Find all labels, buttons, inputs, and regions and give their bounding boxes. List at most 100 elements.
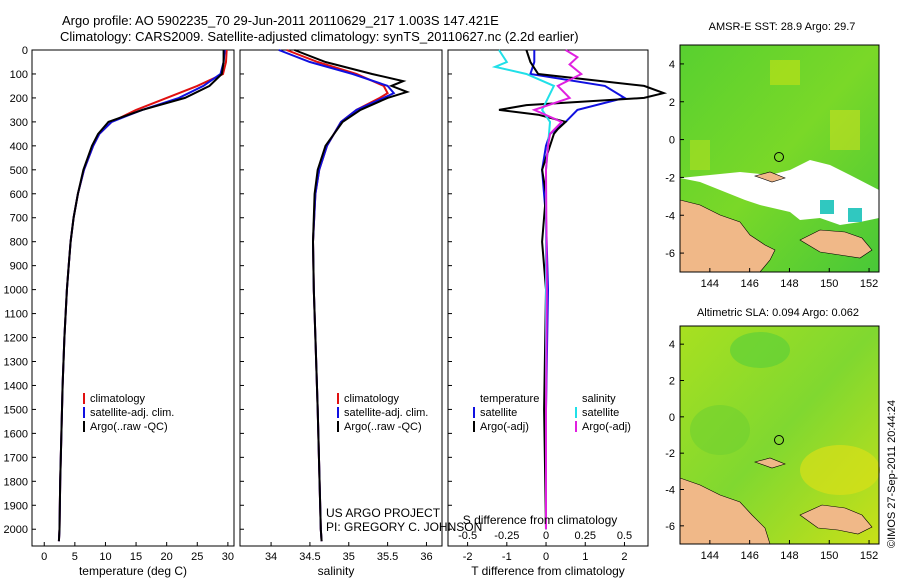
sla-high-patch — [800, 445, 880, 495]
map-y-tick-label: 4 — [669, 59, 675, 71]
sst-map — [679, 44, 880, 273]
map-x-tick-label: 150 — [820, 550, 838, 562]
salinity-legend: climatology satellite-adj. clim. Argo(..… — [337, 393, 428, 433]
map-y-tick-label: -4 — [665, 485, 675, 497]
map-x-tick-label: 148 — [780, 550, 798, 562]
difference-y-ticks — [448, 49, 452, 530]
x-tick-label: 0 — [543, 551, 549, 563]
depth-tick-label: 100 — [10, 69, 28, 81]
sla-map — [679, 325, 880, 545]
depth-tick-label: 1600 — [4, 428, 28, 440]
depth-tick-label: 400 — [10, 141, 28, 153]
series-line — [57, 49, 228, 542]
credit-pi: PI: GREGORY C. JOHNSON — [326, 520, 482, 534]
x-tick-label: 35.5 — [377, 551, 398, 563]
x-tick-label: 5 — [72, 551, 78, 563]
sst-cool-pixel — [848, 208, 862, 222]
map-y-tick-label: 2 — [669, 376, 675, 388]
sst-cool-pixel — [820, 200, 834, 214]
x-tick-label: 36 — [420, 551, 432, 563]
depth-tick-label: 800 — [10, 237, 28, 249]
credit-project: US ARGO PROJECT — [326, 506, 441, 520]
sla-map-frame — [679, 325, 880, 545]
salinity-lines — [278, 49, 411, 542]
difference-legend: temperature satellite Argo(-adj) salinit… — [473, 393, 631, 433]
depth-tick-label: 1900 — [4, 500, 28, 512]
salinity-xlabel: salinity — [318, 564, 355, 578]
sst-warm-patch — [770, 60, 800, 85]
legend-item: Argo(..raw -QC) — [344, 421, 422, 433]
temperature-panel-frame — [31, 49, 235, 547]
sst-argo-location — [774, 152, 784, 162]
depth-tick-label: 500 — [10, 165, 28, 177]
x-tick-label: 1 — [582, 551, 588, 563]
s-tick-label: 0.5 — [617, 530, 632, 542]
legend-item: climatology — [344, 393, 400, 405]
depth-tick-label: 2000 — [4, 524, 28, 536]
sla-low-patch — [730, 332, 790, 368]
legend-item: Argo(-adj) — [480, 421, 529, 433]
series-line — [57, 50, 225, 542]
series-line — [286, 49, 389, 542]
sst-map-frame — [679, 44, 880, 273]
x-tick-label: 10 — [99, 551, 111, 563]
sst-land-island — [753, 171, 786, 183]
difference-x-axis: -2 -1 0 1 2 -0.5 -0.25 0 0.25 0.5 — [458, 530, 632, 563]
sst-map-title: AMSR-E SST: 28.9 Argo: 29.7 — [709, 21, 856, 33]
sst-warm-patch — [690, 140, 710, 170]
map-x-tick-label: 144 — [701, 550, 719, 562]
t-difference-xlabel: T difference from climatology — [471, 564, 625, 578]
map-y-tick-label: 4 — [669, 339, 675, 351]
salinity-panel-frame — [239, 49, 443, 547]
x-tick-label: 35 — [343, 551, 355, 563]
map-x-tick-label: 152 — [860, 550, 878, 562]
legend-item: satellite-adj. clim. — [90, 407, 174, 419]
temperature-xlabel: temperature (deg C) — [79, 564, 187, 578]
temperature-legend: climatology satellite-adj. clim. Argo(..… — [83, 393, 174, 433]
map-x-tick-label: 150 — [820, 278, 838, 290]
depth-tick-label: 900 — [10, 261, 28, 273]
legend-item: satellite-adj. clim. — [344, 407, 428, 419]
depth-tick-label: 1300 — [4, 356, 28, 368]
map-y-tick-label: -6 — [665, 248, 675, 260]
header-line2: Climatology: CARS2009. Satellite-adjuste… — [60, 29, 579, 44]
map-x-tick-label: 152 — [860, 278, 878, 290]
x-tick-label: 20 — [161, 551, 173, 563]
sst-map-axes: 144 146 148 150 152 4 2 0 -2 -4 -6 — [665, 59, 878, 290]
sla-land-newbritain — [799, 504, 873, 535]
sst-warm-patch — [830, 110, 860, 150]
depth-tick-label: 1200 — [4, 333, 28, 345]
sla-map-title: Altimetric SLA: 0.094 Argo: 0.062 — [697, 307, 859, 319]
map-x-tick-label: 146 — [740, 550, 758, 562]
difference-panel-frame — [447, 49, 649, 547]
depth-tick-label: 300 — [10, 117, 28, 129]
legend-item: satellite — [480, 407, 517, 419]
map-y-tick-label: -6 — [665, 521, 675, 533]
x-tick-label: 2 — [621, 551, 627, 563]
difference-lines — [491, 49, 668, 530]
map-y-tick-label: -2 — [665, 448, 675, 460]
legend-item: Argo(..raw -QC) — [90, 421, 168, 433]
map-y-tick-label: -4 — [665, 210, 675, 222]
s-tick-label: -0.5 — [458, 530, 477, 542]
depth-tick-label: 1500 — [4, 404, 28, 416]
legend-title-temperature: temperature — [480, 393, 539, 405]
timestamp: ©IMOS 27-Sep-2011 20:44:24 — [886, 400, 898, 548]
depth-tick-label: 1000 — [4, 285, 28, 297]
s-tick-label: 0.25 — [575, 530, 596, 542]
depth-axis: 0 100 200 300 400 500 600 700 800 900 1000 1100 1200… — [4, 45, 36, 536]
sla-argo-location — [774, 435, 784, 445]
series-line — [294, 49, 411, 542]
x-tick-label: -2 — [463, 551, 473, 563]
series-line — [531, 49, 584, 530]
series-line — [498, 49, 668, 530]
header-line1: Argo profile: AO 5902235_70 29-Jun-2011 … — [62, 13, 499, 28]
s-difference-xlabel: S difference from climatology — [463, 513, 618, 527]
depth-tick-label: 200 — [10, 93, 28, 105]
salinity-x-axis: 34 34.5 35 35.5 36 — [265, 542, 433, 563]
depth-tick-label: 1100 — [4, 309, 28, 321]
x-tick-label: 15 — [130, 551, 142, 563]
salinity-y-ticks — [240, 49, 244, 530]
